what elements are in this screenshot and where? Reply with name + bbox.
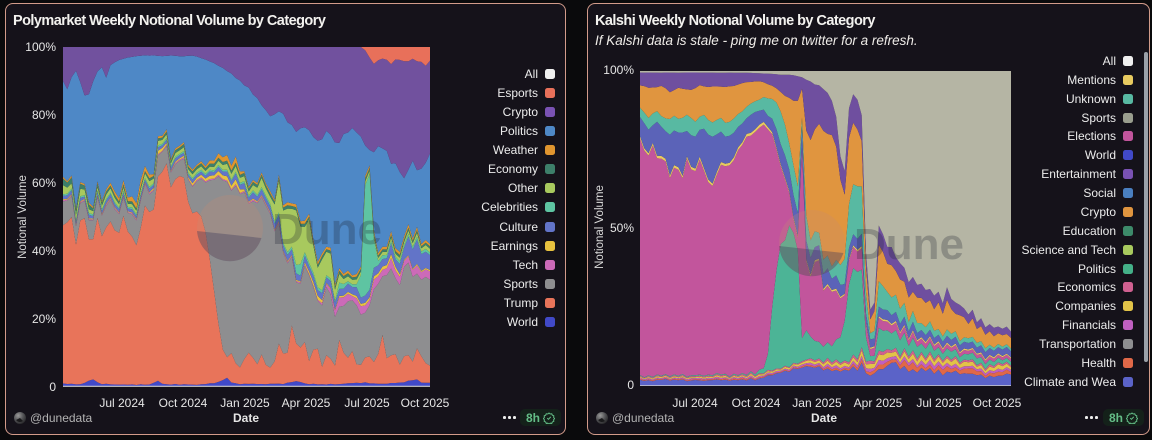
svg-text:Dune: Dune xyxy=(854,220,964,269)
svg-text:Dune: Dune xyxy=(272,205,382,254)
